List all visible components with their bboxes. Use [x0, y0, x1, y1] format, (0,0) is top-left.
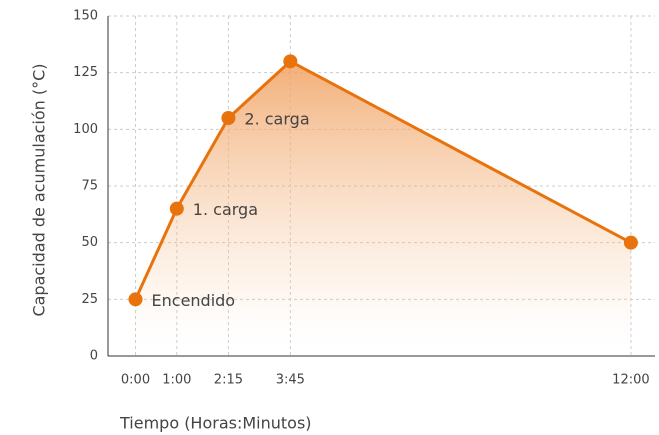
x-tick-label: 1:00 — [162, 373, 191, 388]
point — [169, 201, 184, 216]
annotation: Encendido — [152, 291, 236, 310]
x-tick-label: 3:45 — [276, 373, 305, 388]
y-tick-label: 75 — [81, 179, 98, 194]
area — [135, 61, 631, 356]
x-tick-label: 2:15 — [214, 373, 243, 388]
y-tick-label: 0 — [90, 349, 98, 364]
point — [221, 111, 236, 125]
y-axis-label: Capacidad de acumulación (°C) — [30, 63, 49, 316]
annotation: 1. carga — [193, 200, 258, 219]
y-tick-label: 100 — [73, 122, 98, 137]
point — [128, 292, 143, 307]
annotation: 2. carga — [244, 110, 309, 129]
x-axis-label: Tiempo (Horas:Minutos) — [119, 414, 312, 433]
x-tick-label: 0:00 — [121, 373, 150, 388]
y-tick-label: 50 — [81, 235, 98, 250]
point — [623, 235, 638, 250]
y-tick-label: 25 — [81, 292, 98, 307]
point — [283, 54, 298, 69]
y-tick-label: 150 — [73, 9, 98, 24]
x-tick-label: 12:00 — [612, 373, 649, 388]
y-tick-label: 125 — [73, 65, 98, 80]
